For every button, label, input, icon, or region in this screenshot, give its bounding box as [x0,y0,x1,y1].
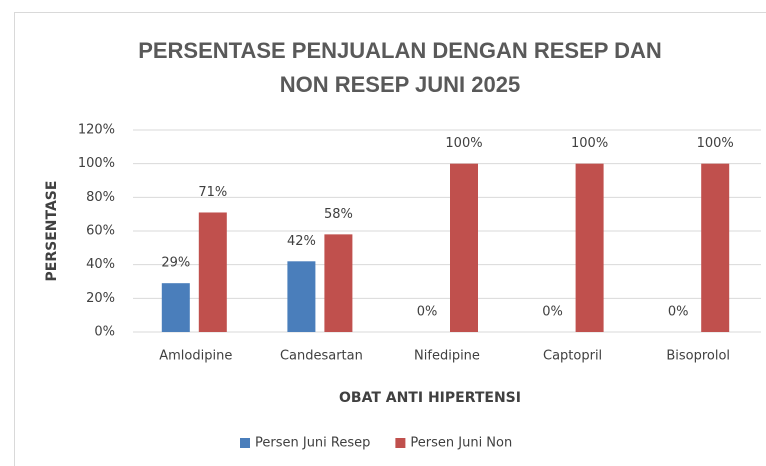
y-tick-label: 40% [86,257,115,272]
value-label: 100% [571,136,608,151]
value-label: 100% [445,136,482,151]
x-tick-label: Amlodipine [159,349,232,364]
chart-border [14,12,766,466]
legend-label: Persen Juni Resep [255,436,370,451]
value-label: 100% [697,136,734,151]
value-label: 58% [324,207,353,222]
x-tick-label: Candesartan [280,349,363,364]
value-label: 29% [161,256,190,271]
y-tick-label: 60% [86,224,115,239]
bar [575,163,604,332]
legend-swatch [240,438,250,448]
legend-label: Persen Juni Non [410,436,512,451]
y-tick-label: 100% [78,156,115,171]
bar [324,234,353,332]
bar [287,261,316,332]
y-tick-label: 120% [78,123,115,138]
bar [161,283,190,332]
x-axis-label: OBAT ANTI HIPERTENSI [339,390,521,406]
value-label: 0% [668,305,689,320]
value-label: 0% [542,305,563,320]
bar [198,212,227,332]
y-tick-label: 80% [86,190,115,205]
y-tick-label: 0% [94,325,115,340]
chart-title: NON RESEP JUNI 2025 [280,72,520,97]
x-tick-label: Bisoprolol [666,349,730,364]
legend-swatch [395,438,406,448]
y-tick-label: 20% [86,291,115,306]
bar [701,163,730,332]
x-tick-label: Captopril [543,349,602,364]
value-label: 0% [417,305,438,320]
y-axis-label: PERSENTASE [44,181,60,282]
value-label: 71% [198,185,227,200]
chart-title: PERSENTASE PENJUALAN DENGAN RESEP DAN [138,38,662,63]
value-label: 42% [287,234,316,249]
x-tick-label: Nifedipine [414,349,480,364]
bar [450,163,478,332]
